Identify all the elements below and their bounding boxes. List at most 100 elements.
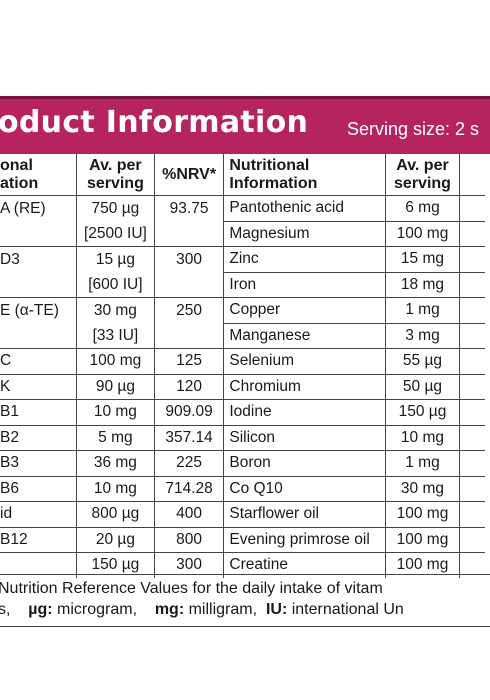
amount-right: 10 mg — [384, 424, 460, 451]
nutrient-right: Zinc — [223, 246, 386, 272]
table-row: K 90 µg 120 Chromium 50 µg — [0, 373, 485, 400]
extra-cell — [459, 348, 485, 374]
amount-right: 150 µg — [384, 399, 460, 425]
nutrient-left — [0, 323, 77, 349]
ug-text: microgram, — [57, 601, 138, 618]
table-row: B1 10 mg 909.09 Iodine 150 µg — [0, 399, 485, 425]
table-row: E (α-TE) 30 mg 250 Copper 1 mg — [0, 297, 485, 323]
nutrition-table: onal ation Av. per serving %NRV* Nutriti… — [0, 154, 485, 578]
column-header-av-right: Av. per serving — [384, 154, 460, 196]
nutrient-right: Boron — [223, 450, 386, 476]
column-header-info-right: Nutritional Information — [223, 154, 386, 196]
nutrient-right: Pantothenic acid — [223, 195, 386, 221]
page-title: oduct Information — [0, 105, 309, 140]
nutrient-right: Iron — [223, 271, 386, 298]
amount-right: 100 mg — [384, 501, 460, 527]
amount-left: 15 µg — [76, 246, 155, 272]
amount-left: 800 µg — [76, 501, 155, 527]
nrv-value: 400 — [153, 501, 224, 527]
nutrient-left: id — [0, 501, 77, 527]
iu-label: IU: — [265, 601, 288, 618]
nutrient-right: Copper — [223, 297, 386, 323]
extra-cell — [459, 195, 485, 221]
nrv-value: 909.09 — [153, 399, 224, 425]
extra-cell — [459, 246, 485, 272]
nutrient-right: Magnesium — [223, 220, 386, 247]
amount-left: 750 µg — [76, 195, 155, 221]
nutrient-right: Selenium — [223, 348, 386, 374]
amount-right: 100 mg — [384, 220, 460, 247]
nrv-value: 800 — [153, 526, 224, 553]
table-row: [33 IU] Manganese 3 mg — [0, 322, 485, 349]
nutrient-left — [0, 221, 77, 247]
nutrient-right: Silicon — [223, 424, 386, 451]
column-header-nrv: %NRV* — [153, 154, 224, 196]
amount-right: 30 mg — [384, 475, 460, 502]
amount-right: 100 mg — [384, 552, 460, 578]
nutrient-left: D3 — [0, 246, 77, 272]
extra-cell — [459, 450, 485, 476]
amount-right: 18 mg — [384, 271, 460, 298]
amount-right: 3 mg — [384, 322, 460, 349]
header-bar: oduct Information Serving size: 2 s — [0, 96, 490, 154]
nutrient-right: Creatine — [223, 552, 386, 578]
extra-cell — [459, 271, 485, 298]
nrv-value: 125 — [153, 348, 224, 374]
table-row: [600 IU] Iron 18 mg — [0, 271, 485, 298]
extra-cell — [459, 297, 485, 323]
amount-right: 1 mg — [384, 450, 460, 476]
amount-left: 20 µg — [76, 526, 155, 553]
table-header-row: onal ation Av. per serving %NRV* Nutriti… — [0, 154, 485, 196]
nutrient-left: E (α-TE) — [0, 297, 77, 323]
table-row: D3 15 µg 300 Zinc 15 mg — [0, 246, 485, 272]
nrv-value: 714.28 — [153, 475, 224, 502]
footer-divider — [0, 574, 490, 576]
nutrient-right: Evening primrose oil — [223, 526, 386, 553]
amount-left: 5 mg — [76, 424, 155, 451]
footer-bottom-border — [0, 626, 490, 628]
nrv-value — [153, 323, 224, 349]
extra-cell — [459, 552, 485, 578]
amount-right: 15 mg — [384, 246, 460, 272]
table-row: B2 5 mg 357.14 Silicon 10 mg — [0, 424, 485, 451]
amount-right: 100 mg — [384, 526, 460, 553]
product-information-panel: oduct Information Serving size: 2 s onal… — [0, 96, 490, 628]
iu-text: international Un — [291, 601, 404, 618]
nrv-value: 357.14 — [153, 424, 224, 451]
serving-size: Serving size: 2 s — [347, 119, 480, 139]
nutrient-left: B3 — [0, 450, 77, 476]
nutrient-left: C — [0, 348, 77, 374]
nrv-value: 120 — [153, 373, 224, 400]
footer-nrv-text: Nutrition Reference Values for the daily… — [0, 580, 383, 597]
amount-right: 1 mg — [384, 297, 460, 323]
extra-cell — [459, 220, 485, 247]
amount-left: 150 µg — [76, 552, 155, 578]
table-row: A (RE) 750 µg 93.75 Pantothenic acid 6 mg — [0, 195, 485, 221]
footer-line-2: s, µg: microgram, mg: milligram, IU: int… — [0, 601, 404, 619]
column-header-info-left: onal ation — [0, 156, 39, 192]
nutrient-left: B6 — [0, 475, 77, 502]
amount-left: 100 mg — [76, 348, 155, 374]
amount-left: 36 mg — [76, 450, 155, 476]
nrv-value: 93.75 — [153, 195, 224, 221]
nutrient-left: B2 — [0, 424, 77, 451]
footer-line-1: Nutrition Reference Values for the daily… — [0, 580, 383, 598]
table-row: B6 10 mg 714.28 Co Q10 30 mg — [0, 475, 485, 502]
mg-text: milligram, — [188, 601, 258, 618]
amount-left: [33 IU] — [76, 323, 155, 349]
nutrient-right: Co Q10 — [223, 475, 386, 502]
extra-cell — [459, 526, 485, 553]
column-header-av-left: Av. per serving — [76, 154, 155, 196]
nrv-value: 225 — [153, 450, 224, 476]
table-row: 150 µg 300 Creatine 100 mg — [0, 552, 485, 578]
nutrient-left: A (RE) — [0, 195, 77, 221]
extra-cell — [459, 373, 485, 400]
amount-right: 6 mg — [384, 195, 460, 221]
nutrient-left — [0, 272, 77, 298]
table-row: B12 20 µg 800 Evening primrose oil 100 mg — [0, 526, 485, 553]
extra-cell — [459, 501, 485, 527]
nutrient-right: Chromium — [223, 373, 386, 400]
nrv-value: 300 — [153, 552, 224, 578]
nutrient-left — [0, 552, 77, 578]
extra-cell — [459, 399, 485, 425]
